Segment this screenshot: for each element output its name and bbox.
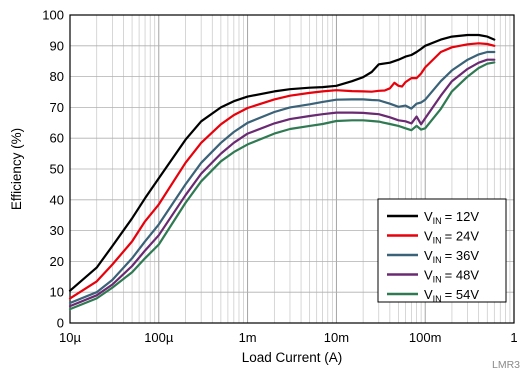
y-tick-label: 0 bbox=[57, 316, 64, 331]
y-tick-label: 80 bbox=[50, 69, 64, 84]
legend-entry: VIN = 24V bbox=[387, 229, 479, 246]
legend-label: VIN = 12V bbox=[424, 209, 479, 226]
legend-label-main: V bbox=[424, 229, 433, 244]
legend-label-value: = 24V bbox=[445, 229, 480, 244]
y-tick-label: 50 bbox=[50, 162, 64, 177]
y-tick-label: 70 bbox=[50, 100, 64, 115]
legend-box bbox=[377, 198, 507, 303]
legend-entry: VIN = 48V bbox=[387, 268, 479, 285]
y-tick-label: 90 bbox=[50, 38, 64, 53]
series-line bbox=[68, 33, 496, 292]
legend-label-subscript: IN bbox=[433, 236, 442, 246]
x-tick-label: 10µ bbox=[59, 330, 81, 345]
legend-label-value: = 36V bbox=[445, 248, 480, 263]
y-axis-ticks: 0 10 20 30 40 50 60 70 80 90 100 bbox=[42, 8, 64, 331]
x-tick-label: 1m bbox=[239, 330, 257, 345]
y-axis-title: Efficiency (%) bbox=[9, 128, 24, 210]
x-tick-label: 100m bbox=[409, 330, 442, 345]
legend-label-value: = 12V bbox=[445, 209, 480, 224]
legend-label: VIN = 24V bbox=[424, 229, 479, 246]
legend-label-main: V bbox=[424, 287, 433, 302]
y-tick-label: 60 bbox=[50, 131, 64, 146]
legend-label: VIN = 36V bbox=[424, 248, 479, 265]
series-line bbox=[68, 61, 496, 311]
plot-frame bbox=[69, 14, 515, 324]
legend-entry: VIN = 12V bbox=[387, 209, 479, 226]
x-tick-label: 10m bbox=[324, 330, 349, 345]
legend-label: VIN = 54V bbox=[424, 287, 479, 304]
legend-label-main: V bbox=[424, 209, 433, 224]
series-line bbox=[68, 58, 496, 308]
legend-label-subscript: IN bbox=[433, 275, 442, 285]
legend-label-subscript: IN bbox=[433, 294, 442, 304]
y-tick-label: 10 bbox=[50, 285, 64, 300]
figure-code: LMR3 bbox=[492, 359, 520, 370]
series-lines bbox=[68, 33, 496, 311]
x-tick-label: 1 bbox=[510, 330, 517, 345]
legend-label-main: V bbox=[424, 248, 433, 263]
series-line bbox=[68, 42, 496, 300]
x-axis-ticks: 10µ 100µ 1m 10m 100m 1 bbox=[59, 330, 518, 345]
x-tick-label: 100µ bbox=[144, 330, 174, 345]
x-axis-title: Load Current (A) bbox=[242, 350, 343, 365]
legend-label-value: = 48V bbox=[445, 268, 480, 283]
y-tick-label: 40 bbox=[50, 192, 64, 207]
legend-entry: VIN = 36V bbox=[387, 248, 479, 265]
legend-label: VIN = 48V bbox=[424, 268, 479, 285]
y-tick-label: 30 bbox=[50, 223, 64, 238]
legend-entry: VIN = 54V bbox=[387, 287, 479, 304]
legend-label-value: = 54V bbox=[445, 287, 480, 302]
legend-label-subscript: IN bbox=[433, 255, 442, 265]
legend-label-main: V bbox=[424, 268, 433, 283]
series-line bbox=[68, 50, 496, 305]
y-tick-label: 100 bbox=[42, 8, 64, 23]
y-tick-label: 20 bbox=[50, 254, 64, 269]
legend-label-subscript: IN bbox=[433, 216, 442, 226]
